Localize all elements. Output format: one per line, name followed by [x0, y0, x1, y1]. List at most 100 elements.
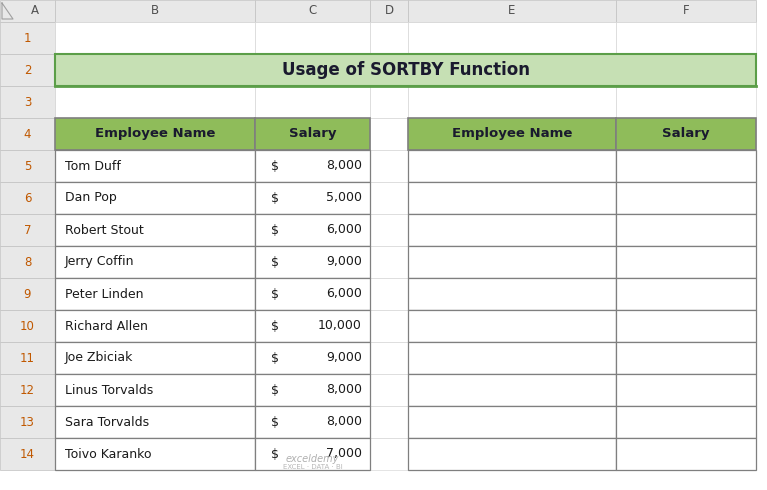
Bar — [616, 246, 756, 278]
Bar — [408, 214, 616, 246]
Text: F: F — [683, 4, 690, 18]
Bar — [255, 246, 370, 278]
Bar — [55, 406, 255, 438]
Bar — [408, 438, 616, 470]
Bar — [616, 406, 756, 438]
Bar — [616, 214, 756, 246]
Bar — [55, 438, 255, 470]
Bar — [616, 278, 756, 310]
Text: Richard Allen: Richard Allen — [65, 319, 148, 333]
Bar — [408, 150, 616, 182]
Text: 4: 4 — [24, 127, 31, 141]
Bar — [55, 374, 255, 406]
Text: 6: 6 — [24, 192, 31, 204]
Bar — [370, 406, 408, 438]
Text: A: A — [31, 4, 38, 18]
Bar — [370, 246, 408, 278]
Bar — [55, 118, 255, 150]
Bar — [616, 374, 756, 406]
Bar — [616, 86, 756, 118]
Text: Tom Duff: Tom Duff — [65, 160, 121, 172]
Bar — [255, 0, 370, 22]
Bar — [255, 182, 370, 214]
Bar — [55, 374, 255, 406]
Bar — [408, 374, 616, 406]
Text: 6,000: 6,000 — [326, 223, 362, 237]
Bar — [370, 22, 408, 54]
Text: 7: 7 — [24, 223, 31, 237]
Text: Linus Torvalds: Linus Torvalds — [65, 384, 153, 396]
Text: 11: 11 — [20, 351, 35, 365]
Bar — [255, 150, 370, 182]
Bar — [55, 310, 255, 342]
Bar — [370, 182, 408, 214]
Text: Jerry Coffin: Jerry Coffin — [65, 255, 134, 269]
Bar — [255, 310, 370, 342]
Bar — [408, 406, 616, 438]
Bar — [55, 342, 255, 374]
Bar — [255, 310, 370, 342]
Bar — [616, 0, 756, 22]
Bar — [55, 0, 255, 22]
Bar — [55, 406, 255, 438]
Bar — [408, 310, 616, 342]
Text: 8,000: 8,000 — [326, 160, 362, 172]
Bar — [0, 182, 55, 214]
Bar — [408, 0, 616, 22]
Bar — [255, 406, 370, 438]
Text: $: $ — [271, 384, 279, 396]
Text: 6,000: 6,000 — [326, 288, 362, 300]
Bar — [408, 22, 616, 54]
Text: E: E — [509, 4, 515, 18]
Text: Employee Name: Employee Name — [95, 127, 216, 141]
Bar — [55, 246, 255, 278]
Bar — [370, 278, 408, 310]
Bar — [408, 214, 616, 246]
Bar — [255, 342, 370, 374]
Bar — [408, 438, 616, 470]
Bar — [55, 214, 255, 246]
Text: 2: 2 — [24, 64, 31, 76]
Bar — [0, 246, 55, 278]
Text: 9: 9 — [24, 288, 31, 300]
Text: 9,000: 9,000 — [326, 351, 362, 365]
Bar — [408, 118, 616, 150]
Text: 9,000: 9,000 — [326, 255, 362, 269]
Bar — [616, 438, 756, 470]
Bar — [55, 310, 255, 342]
Text: $: $ — [271, 160, 279, 172]
Bar — [0, 0, 55, 22]
Bar — [616, 182, 756, 214]
Bar — [370, 342, 408, 374]
Text: 10: 10 — [20, 319, 35, 333]
Bar — [55, 150, 255, 182]
Bar — [370, 438, 408, 470]
Bar — [55, 86, 255, 118]
Text: 1: 1 — [24, 31, 31, 45]
Text: C: C — [308, 4, 317, 18]
Bar — [255, 278, 370, 310]
Bar — [616, 150, 756, 182]
Bar — [616, 278, 756, 310]
Text: EXCEL · DATA · BI: EXCEL · DATA · BI — [282, 464, 342, 470]
Bar — [55, 278, 255, 310]
Bar — [616, 374, 756, 406]
Text: Sara Torvalds: Sara Torvalds — [65, 416, 149, 428]
Text: 14: 14 — [20, 447, 35, 461]
Bar — [616, 406, 756, 438]
Text: Joe Zbiciak: Joe Zbiciak — [65, 351, 133, 365]
Bar — [408, 374, 616, 406]
Bar — [255, 438, 370, 470]
Text: Robert Stout: Robert Stout — [65, 223, 143, 237]
Bar — [55, 342, 255, 374]
Bar — [0, 406, 55, 438]
Text: B: B — [151, 4, 159, 18]
Text: 5: 5 — [24, 160, 31, 172]
Text: 7,000: 7,000 — [326, 447, 362, 461]
Text: Salary: Salary — [288, 127, 336, 141]
Text: $: $ — [271, 447, 279, 461]
Bar — [55, 214, 255, 246]
Bar — [616, 310, 756, 342]
Bar — [55, 118, 255, 150]
Bar — [0, 22, 55, 54]
